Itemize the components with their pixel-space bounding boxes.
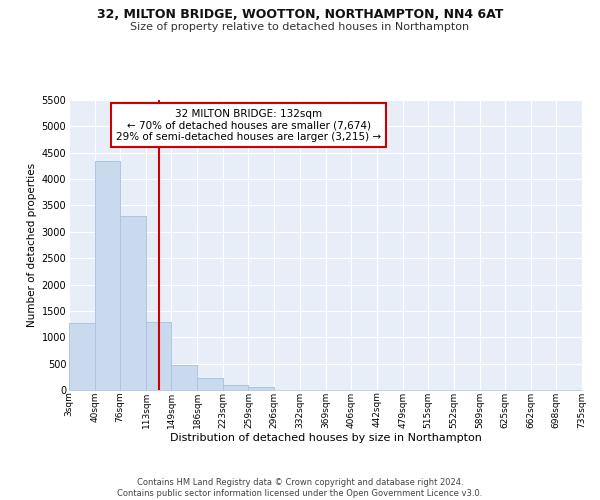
- Bar: [197, 378, 223, 390]
- Bar: [95, 160, 120, 390]
- Y-axis label: Number of detached properties: Number of detached properties: [28, 163, 37, 327]
- Bar: [223, 384, 248, 390]
- Text: 32 MILTON BRIDGE: 132sqm
← 70% of detached houses are smaller (7,674)
29% of sem: 32 MILTON BRIDGE: 132sqm ← 70% of detach…: [116, 108, 381, 142]
- Bar: [146, 322, 172, 390]
- X-axis label: Distribution of detached houses by size in Northampton: Distribution of detached houses by size …: [170, 434, 481, 444]
- Text: 32, MILTON BRIDGE, WOOTTON, NORTHAMPTON, NN4 6AT: 32, MILTON BRIDGE, WOOTTON, NORTHAMPTON,…: [97, 8, 503, 20]
- Bar: [69, 323, 95, 390]
- Bar: [120, 216, 146, 390]
- Text: Size of property relative to detached houses in Northampton: Size of property relative to detached ho…: [130, 22, 470, 32]
- Text: Contains HM Land Registry data © Crown copyright and database right 2024.
Contai: Contains HM Land Registry data © Crown c…: [118, 478, 482, 498]
- Bar: [172, 364, 197, 390]
- Bar: [248, 387, 274, 390]
